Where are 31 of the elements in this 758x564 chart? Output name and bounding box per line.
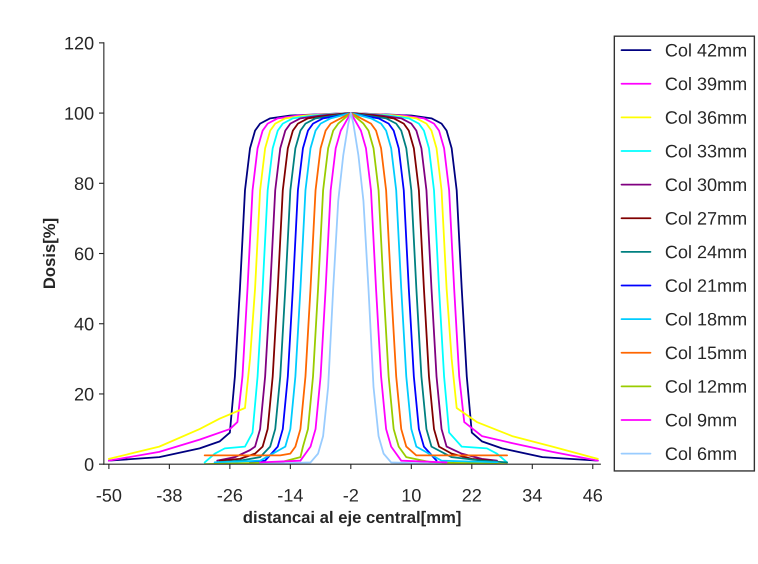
legend-label: Col 36mm <box>666 110 746 124</box>
x-tick-label: 10 <box>402 488 421 502</box>
legend-label: Col 6mm <box>666 446 736 460</box>
x-tick-label: -14 <box>278 489 303 502</box>
x-tick-label: -26 <box>218 488 242 502</box>
y-tick-label: 80 <box>74 177 94 190</box>
x-tick-label: 34 <box>522 488 542 502</box>
x-tick-label: -50 <box>96 488 122 502</box>
legend-label: Col 42mm <box>666 43 746 57</box>
x-tick-label: -2 <box>344 488 358 502</box>
y-tick-label: 120 <box>65 36 94 50</box>
legend-label: Col 27mm <box>666 211 746 225</box>
legend-label: Col 33mm <box>666 144 746 158</box>
y-axis-title: Dosis[%] <box>42 218 58 288</box>
legend-label: Col 12mm <box>666 380 746 393</box>
x-axis-title: distancai al eje central[mm] <box>243 510 460 526</box>
legend-label: Col 15mm <box>666 346 746 360</box>
legend-label: Col 39mm <box>666 76 746 90</box>
y-tick-label: 20 <box>74 388 94 401</box>
legend-label: Col 18mm <box>666 312 746 326</box>
y-tick-label: 0 <box>84 458 94 471</box>
y-tick-label: 60 <box>74 247 94 260</box>
x-tick-label: -38 <box>157 488 182 502</box>
x-tick-label: 22 <box>462 488 481 502</box>
y-tick-label: 40 <box>74 318 94 330</box>
legend-label: Col 21mm <box>666 278 746 292</box>
legend-label: Col 30mm <box>666 178 746 192</box>
legend-label: Col 24mm <box>666 245 746 258</box>
y-tick-label: 100 <box>65 107 94 120</box>
x-tick-label: 46 <box>583 488 602 502</box>
legend-label: Col 9mm <box>666 413 736 426</box>
